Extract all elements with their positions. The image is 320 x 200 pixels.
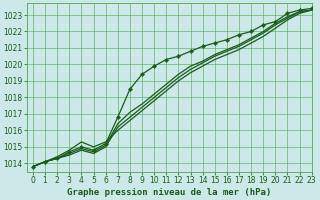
X-axis label: Graphe pression niveau de la mer (hPa): Graphe pression niveau de la mer (hPa): [67, 188, 271, 197]
